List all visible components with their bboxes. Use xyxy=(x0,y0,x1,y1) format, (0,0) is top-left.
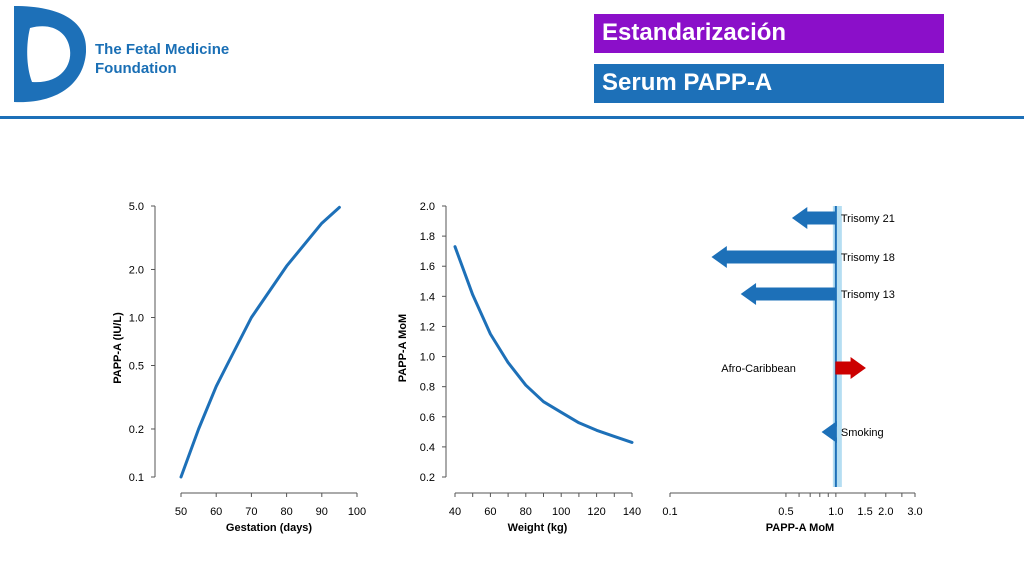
chart2-x-tick-label: 140 xyxy=(623,506,641,518)
header-divider xyxy=(0,116,1024,119)
fmf-logo xyxy=(14,6,87,103)
chart2-y-tick-label: 1.8 xyxy=(420,231,435,243)
chart3-arrow-smoking xyxy=(821,421,837,443)
chart3-x-tick-label: 0.5 xyxy=(778,506,793,518)
chart1-x-axis-label: Gestation (days) xyxy=(226,522,313,534)
chart3-x-tick-label: 1.5 xyxy=(857,506,872,518)
chart1-series-line xyxy=(179,205,341,479)
chart1-x-tick-label: 90 xyxy=(316,506,328,518)
chart1-y-axis-label: PAPP-A (IU/L) xyxy=(112,312,124,384)
chart3-category-label: Trisomy 21 xyxy=(841,213,895,225)
chart1-y-tick-label: 0.5 xyxy=(129,361,144,373)
slide-title: Estandarización xyxy=(594,14,944,53)
chart2-y-tick-label: 1.2 xyxy=(420,321,435,333)
chart2-x-axis-label: Weight (kg) xyxy=(508,522,568,534)
chart3-arrow-trisomy-18 xyxy=(711,246,837,268)
chart3-reference-band xyxy=(832,206,842,487)
chart3-arrow-trisomy-13 xyxy=(740,283,837,305)
chart2-y-tick-label: 0.8 xyxy=(420,382,435,394)
organization-name: The Fetal Medicine Foundation xyxy=(95,40,229,78)
chart3-x-tick-label: 3.0 xyxy=(907,506,922,518)
chart2-x-tick-label: 120 xyxy=(587,506,605,518)
chart1-y-tick-label: 0.1 xyxy=(129,472,144,484)
chart1-y-tick-label: 0.2 xyxy=(129,424,144,436)
chart3-arrow-trisomy-21 xyxy=(791,207,837,229)
chart2-y-tick-label: 1.6 xyxy=(420,261,435,273)
chart1-y-tick-label: 1.0 xyxy=(129,312,144,324)
chart3-arrow-afro-caribbean xyxy=(835,357,866,379)
chart3-category-label: Trisomy 13 xyxy=(841,289,895,301)
chart1-x-tick-label: 80 xyxy=(280,506,292,518)
chart3-category-label: Trisomy 18 xyxy=(841,252,895,264)
chart3-x-axis-label: PAPP-A MoM xyxy=(766,522,834,534)
chart3-category-label: Afro-Caribbean xyxy=(721,363,796,375)
chart2-x-tick-label: 80 xyxy=(520,506,532,518)
chart1-x-tick-label: 60 xyxy=(210,506,222,518)
org-line-2: Foundation xyxy=(95,60,177,77)
slide-subtitle: Serum PAPP-A xyxy=(594,64,944,103)
chart2-y-tick-label: 2.0 xyxy=(420,201,435,213)
chart2-series-line xyxy=(453,245,634,444)
chart1-y-tick-label: 5.0 xyxy=(129,201,144,213)
chart2-y-tick-label: 1.4 xyxy=(420,291,435,303)
org-line-1: The Fetal Medicine xyxy=(95,41,230,58)
chart2-y-tick-label: 0.6 xyxy=(420,412,435,424)
chart1-x-tick-label: 100 xyxy=(348,506,366,518)
chart2-x-tick-label: 40 xyxy=(449,506,461,518)
chart2-y-tick-label: 0.2 xyxy=(420,472,435,484)
chart2-y-tick-label: 1.0 xyxy=(420,352,435,364)
chart3-category-label: Smoking xyxy=(841,427,884,439)
chart1-x-tick-label: 70 xyxy=(245,506,257,518)
chart2-x-tick-label: 60 xyxy=(484,506,496,518)
chart3-x-tick-label: 0.1 xyxy=(662,506,677,518)
chart1-x-tick-label: 50 xyxy=(175,506,187,518)
chart2-y-axis-label: PAPP-A MoM xyxy=(397,314,409,382)
chart2-y-tick-label: 0.4 xyxy=(420,442,435,454)
chart2-x-tick-label: 100 xyxy=(552,506,570,518)
chart3-x-tick-label: 2.0 xyxy=(878,506,893,518)
chart3-x-tick-label: 1.0 xyxy=(828,506,843,518)
chart1-y-tick-label: 2.0 xyxy=(129,264,144,276)
